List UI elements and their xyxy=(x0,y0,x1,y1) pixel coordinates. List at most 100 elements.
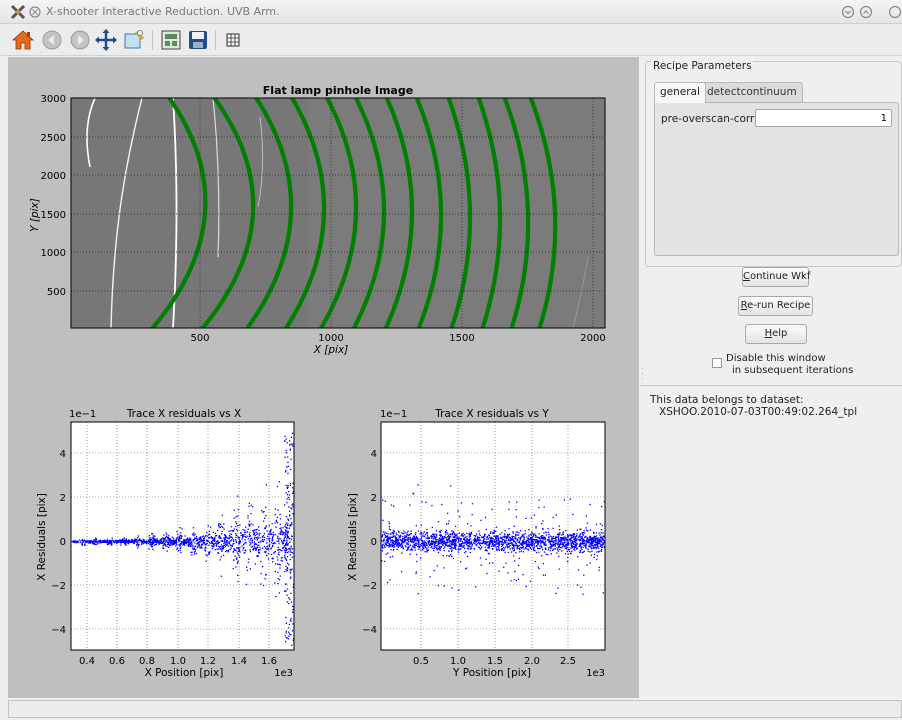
resid-y-point xyxy=(506,537,508,539)
resid-x-point xyxy=(243,543,245,545)
resid-y-point xyxy=(525,545,528,547)
resid-y-point xyxy=(417,530,420,532)
resid-y-point xyxy=(509,539,511,541)
resid-y-point xyxy=(503,546,505,549)
resid-x-point xyxy=(123,541,125,543)
resid-y-point xyxy=(438,542,441,545)
resid-y-point xyxy=(424,551,426,553)
resid-x-point xyxy=(285,640,287,643)
rerun-recipe-button[interactable]: Re-run Recipe xyxy=(738,296,813,316)
resid-x-point xyxy=(250,538,252,540)
resid-x-point xyxy=(236,528,238,531)
resid-y-point xyxy=(406,543,408,545)
resid-y-point xyxy=(557,541,560,543)
resid-y-point xyxy=(508,501,510,503)
resid-y-point xyxy=(542,520,544,522)
resid-x-point xyxy=(189,538,191,540)
plot-figure[interactable]: Flat lamp pinhole Image 3000 2500 2000 1… xyxy=(8,57,639,698)
resid-y-point xyxy=(591,541,593,543)
resid-x-point xyxy=(173,540,175,542)
resid-x-point xyxy=(223,528,225,530)
resid-y-point xyxy=(564,553,567,555)
resid-x-point xyxy=(151,537,153,539)
resid-x-point xyxy=(278,592,280,594)
resid-y-point xyxy=(416,560,418,563)
minimize-icon[interactable] xyxy=(841,4,855,20)
resid-x-point xyxy=(285,583,287,585)
resid-y-point xyxy=(513,547,515,549)
resid-x-point xyxy=(292,442,294,445)
resid-x-point xyxy=(241,534,244,536)
resid-x-point xyxy=(172,540,174,542)
resid-x-point xyxy=(231,544,234,546)
help-button[interactable]: Help xyxy=(745,324,807,344)
resid-y-point xyxy=(485,544,488,546)
resid-x-point xyxy=(224,550,227,553)
resid-x-point xyxy=(135,538,137,541)
resid-y-point xyxy=(568,543,570,545)
resid-x-point xyxy=(235,534,237,536)
resid-y-point xyxy=(411,547,413,549)
resid-y-point xyxy=(439,547,441,550)
resid-y-point xyxy=(390,539,392,541)
close-icon[interactable] xyxy=(888,4,902,20)
resid-y-point xyxy=(411,538,413,541)
resid-x-point xyxy=(222,546,224,548)
resid-x-point xyxy=(221,550,223,552)
resid-x-point xyxy=(250,523,252,525)
resid-x-point xyxy=(268,525,270,527)
back-icon[interactable] xyxy=(40,28,64,52)
pan-icon[interactable] xyxy=(94,28,118,52)
resid-x-point xyxy=(169,542,172,544)
resid-y-point xyxy=(433,550,435,552)
resid-y-point xyxy=(467,543,469,545)
tab-general[interactable]: general xyxy=(654,82,706,103)
resid-y-point xyxy=(528,538,530,541)
save-icon[interactable] xyxy=(186,28,210,52)
resid-x-point xyxy=(277,571,279,573)
window-menu-icon[interactable] xyxy=(28,4,42,20)
resid-y-point xyxy=(447,523,450,525)
resid-x-point xyxy=(290,620,292,622)
resid-y-point xyxy=(470,547,473,549)
resid-x-point xyxy=(172,543,174,545)
resid-y-point xyxy=(446,554,448,557)
resid-x-point xyxy=(216,548,218,550)
resid-x-point xyxy=(190,541,192,543)
resid-x-point xyxy=(245,531,247,533)
resid-y-point xyxy=(578,539,581,541)
continue-wkf-button[interactable]: Continue Wkf xyxy=(742,267,810,287)
disable-window-checkbox[interactable] xyxy=(712,358,722,368)
resid-y-point xyxy=(455,538,457,541)
resid-y-point xyxy=(521,544,523,546)
resid-x-point xyxy=(114,541,116,543)
subplots-icon[interactable] xyxy=(159,28,183,52)
resid-y-point xyxy=(382,544,384,546)
resid-y-point xyxy=(453,538,456,540)
resid-y-point xyxy=(567,534,569,536)
resid-y-point xyxy=(444,544,446,547)
resid-y-point xyxy=(589,537,592,539)
resid-y-point xyxy=(580,543,583,545)
forward-icon[interactable] xyxy=(68,28,92,52)
home-icon[interactable] xyxy=(11,28,35,52)
resid-x-point xyxy=(175,538,177,540)
zoom-icon[interactable] xyxy=(122,28,146,52)
resid-x-point xyxy=(267,547,269,549)
resid-x-point xyxy=(284,456,286,458)
resid-x-point xyxy=(252,548,254,550)
resid-y-point xyxy=(600,543,602,545)
splitter-handle[interactable]: · · · xyxy=(641,365,644,385)
resid-x-point xyxy=(186,541,188,543)
resid-y-point xyxy=(398,544,400,546)
resid-y-point xyxy=(600,548,603,550)
pre-overscan-corr-input[interactable] xyxy=(755,109,892,127)
resid-x-point xyxy=(274,508,277,510)
maximize-icon[interactable] xyxy=(859,4,873,20)
tab-detectcontinuum[interactable]: detectcontinuum xyxy=(701,82,803,102)
resid-x-point xyxy=(255,537,258,539)
resid-y-point xyxy=(493,535,495,537)
edit-axes-icon[interactable] xyxy=(221,28,245,52)
resid-y-point xyxy=(392,543,394,545)
resid-x-point xyxy=(261,540,263,542)
